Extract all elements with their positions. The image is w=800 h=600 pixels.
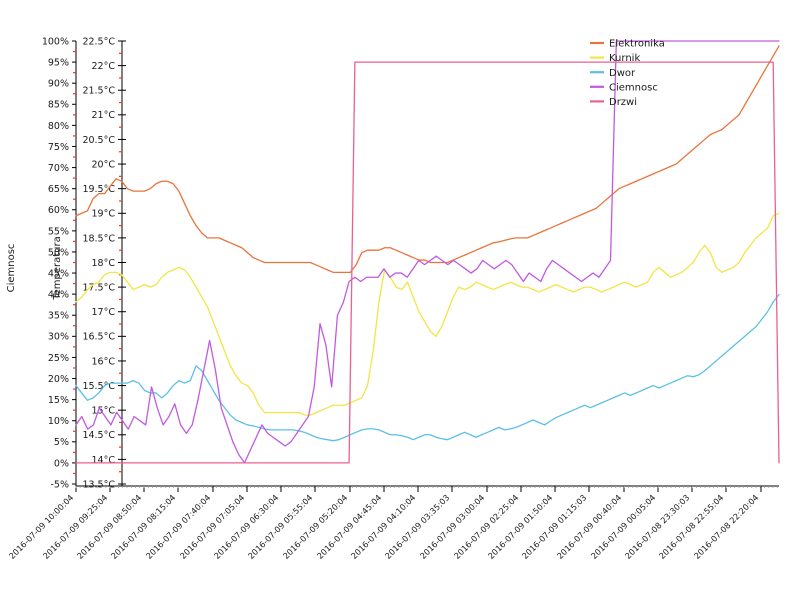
percent-tick-label: 10% bbox=[48, 416, 69, 427]
legend-label-kurnik: Kurnik bbox=[609, 53, 640, 64]
percent-tick-label: 75% bbox=[48, 142, 69, 153]
temperature-tick-label: 15.5°C bbox=[82, 381, 115, 392]
x-tick-label: 2016-07-09 01:50:04 bbox=[486, 492, 555, 561]
percent-tick-label: 100% bbox=[42, 36, 69, 47]
temperature-tick-label: 17°C bbox=[92, 307, 116, 318]
temperature-tick-label: 22.5°C bbox=[82, 36, 115, 47]
temperature-tick-label: 16.5°C bbox=[82, 332, 115, 343]
x-tick-label: 2016-07-09 00:05:04 bbox=[589, 492, 658, 561]
x-tick-label: 2016-07-09 05:20:04 bbox=[281, 492, 350, 561]
percent-tick-label: 30% bbox=[48, 332, 69, 343]
temperature-tick-label: 16°C bbox=[92, 356, 116, 367]
legend-label-ciemnosc: Ciemnosc bbox=[609, 82, 658, 93]
percent-tick-label: -5% bbox=[51, 479, 70, 490]
x-tick-label: 2016-07-09 08:50:04 bbox=[75, 492, 144, 561]
x-tick-label: 2016-07-09 08:15:04 bbox=[109, 492, 178, 561]
x-tick-label: 2016-07-09 04:45:04 bbox=[315, 492, 384, 561]
x-tick-label: 2016-07-09 07:40:04 bbox=[144, 492, 213, 561]
percent-tick-label: 60% bbox=[48, 205, 69, 216]
legend-label-elektronika: Elektronika bbox=[609, 39, 665, 50]
temperature-axis-title: Temperatura bbox=[52, 236, 63, 301]
temperature-tick-label: 21°C bbox=[92, 110, 116, 121]
percent-tick-label: 40% bbox=[48, 290, 69, 301]
percent-tick-label: 50% bbox=[48, 247, 69, 258]
temperature-tick-label: 19.5°C bbox=[82, 184, 115, 195]
temperature-tick-label: 14°C bbox=[92, 455, 116, 466]
x-tick-label: 2016-07-08 22:55:04 bbox=[657, 492, 726, 561]
percent-tick-label: 0% bbox=[54, 458, 69, 469]
percent-tick-label: 35% bbox=[48, 311, 69, 322]
percent-tick-label: 45% bbox=[48, 268, 69, 279]
percent-tick-label: 85% bbox=[48, 100, 69, 111]
x-tick-label: 2016-07-09 02:25:04 bbox=[452, 492, 521, 561]
percent-tick-label: 20% bbox=[48, 374, 69, 385]
temperature-tick-label: 13.5°C bbox=[82, 479, 115, 490]
x-tick-label: 2016-07-08 23:30:03 bbox=[623, 492, 692, 561]
x-tick-label: 2016-07-09 10:00:04 bbox=[7, 492, 76, 561]
percent-tick-label: 15% bbox=[48, 395, 69, 406]
percent-tick-label: 95% bbox=[48, 57, 69, 68]
temperature-tick-label: 15°C bbox=[92, 406, 116, 417]
x-tick-label: 2016-07-09 07:05:04 bbox=[178, 492, 247, 561]
x-tick-label: 2016-07-09 06:30:04 bbox=[212, 492, 281, 561]
x-tick-label: 2016-07-08 22:20:04 bbox=[692, 492, 761, 561]
x-tick-label: 2016-07-09 00:40:04 bbox=[555, 492, 624, 561]
series-line-kurnik bbox=[75, 212, 780, 416]
percent-tick-label: 80% bbox=[48, 121, 69, 132]
temperature-tick-label: 17.5°C bbox=[82, 283, 115, 294]
series-line-dwor bbox=[75, 293, 780, 442]
x-tick-label: 2016-07-09 03:35:03 bbox=[383, 492, 452, 561]
percent-axis-title: Ciemnosc bbox=[6, 244, 17, 293]
legend-label-dwor: Dwor bbox=[609, 68, 636, 79]
temperature-tick-label: 18.5°C bbox=[82, 233, 115, 244]
percent-tick-label: 70% bbox=[48, 163, 69, 174]
temperature-tick-label: 20.5°C bbox=[82, 135, 115, 146]
percent-tick-label: 25% bbox=[48, 353, 69, 364]
temperature-tick-label: 14.5°C bbox=[82, 430, 115, 441]
percent-tick-label: 65% bbox=[48, 184, 69, 195]
series-line-ciemnosc bbox=[75, 40, 780, 464]
series-line-drzwi bbox=[75, 61, 780, 464]
x-tick-label: 2016-07-09 04:10:04 bbox=[349, 492, 418, 561]
temperature-tick-label: 18°C bbox=[92, 258, 116, 269]
percent-tick-label: 55% bbox=[48, 226, 69, 237]
temperature-tick-label: 21.5°C bbox=[82, 86, 115, 97]
x-tick-label: 2016-07-09 01:15:03 bbox=[520, 492, 589, 561]
temperature-tick-label: 20°C bbox=[92, 159, 116, 170]
x-tick-label: 2016-07-09 09:25:04 bbox=[41, 492, 110, 561]
series-line-elektronika bbox=[75, 45, 780, 273]
temperature-tick-label: 22°C bbox=[92, 61, 116, 72]
x-tick-label: 2016-07-09 03:00:04 bbox=[418, 492, 487, 561]
percent-tick-label: 5% bbox=[54, 437, 69, 448]
legend-label-drzwi: Drzwi bbox=[609, 97, 637, 108]
percent-tick-label: 90% bbox=[48, 79, 69, 90]
temperature-tick-label: 19°C bbox=[92, 209, 116, 220]
x-tick-label: 2016-07-09 05:55:04 bbox=[246, 492, 315, 561]
